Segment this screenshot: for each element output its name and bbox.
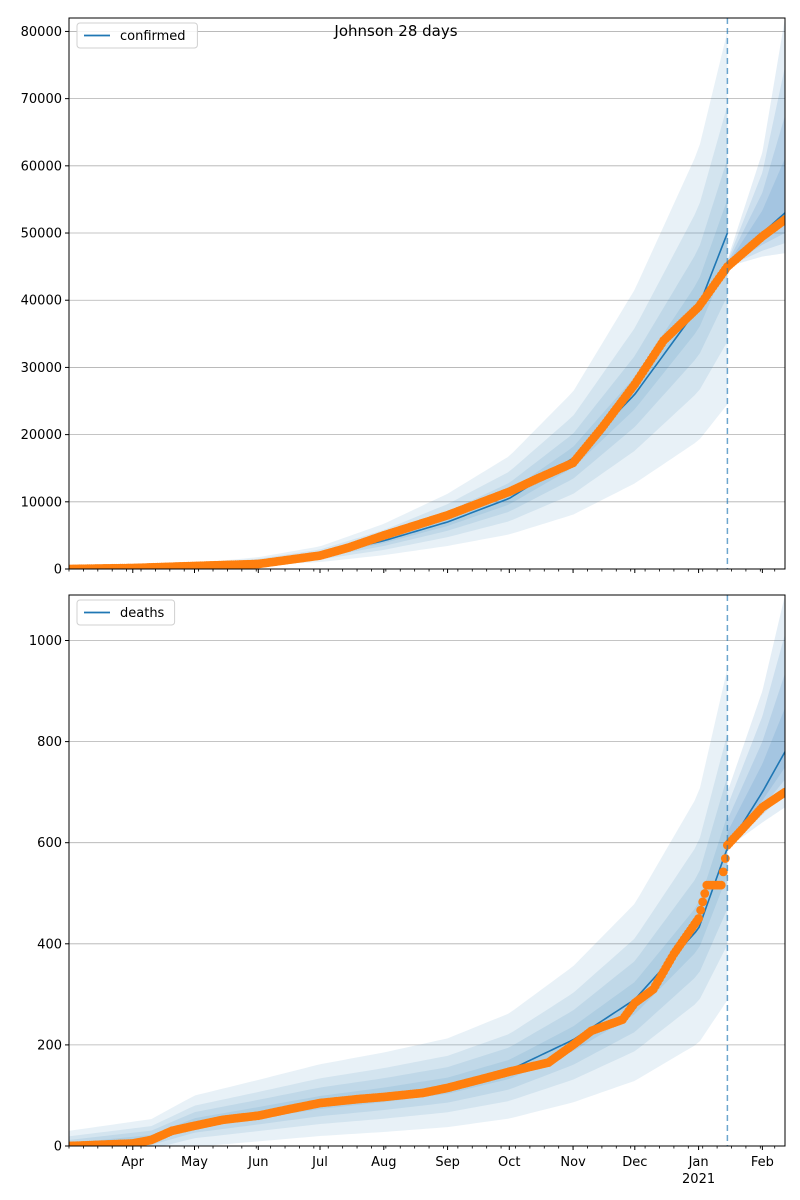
x-tick-label: Aug [371, 1155, 396, 1170]
x-tick-label: Sep [435, 1155, 460, 1170]
observed-points [69, 787, 785, 1146]
uncertainty-band [69, 668, 728, 1146]
legend: confirmed [76, 22, 198, 49]
observed-point [700, 889, 710, 898]
plot-area [69, 595, 785, 1146]
y-tick-label: 200 [37, 1038, 62, 1053]
x-tick-label: Dec [622, 1155, 647, 1170]
legend: deaths [76, 599, 176, 626]
observed-point [696, 905, 706, 915]
forecast-band [727, 158, 785, 267]
y-tick-label: 50000 [21, 227, 62, 242]
observed-point [716, 880, 726, 890]
x-tick-label: Oct [498, 1155, 520, 1170]
observed-point [698, 897, 708, 907]
observed-point [780, 215, 785, 224]
y-tick-label: 20000 [21, 428, 62, 443]
uncertainty-band [69, 159, 728, 569]
y-tick-label: 40000 [21, 294, 62, 309]
deaths-panel: 0 200 400 600 800 1000 Apr May Jun Jul Aug Sep Oct No… [29, 594, 786, 1187]
legend-label: deaths [120, 606, 165, 621]
axes-frame [68, 17, 786, 570]
axes-frame [68, 594, 786, 1147]
y-tick-label: 600 [37, 836, 62, 851]
y-tick-label: 800 [37, 735, 62, 750]
observed-point [694, 914, 703, 923]
plot-area [69, 18, 785, 569]
legend-label: confirmed [120, 29, 186, 44]
observed-point [720, 854, 730, 863]
observed-points [69, 215, 785, 569]
x-tick-label: Nov [560, 1155, 586, 1170]
y-tick-label: 10000 [21, 495, 62, 510]
forecast-band [727, 66, 785, 267]
figure-title: Johnson 28 days [333, 22, 457, 40]
forecast-band [727, 595, 785, 848]
y-tick-label: 70000 [21, 92, 62, 107]
y-tick-label: 400 [37, 937, 62, 952]
uncertainty-band [69, 31, 728, 569]
x-tick-label: Jan [688, 1155, 709, 1170]
forecast-band [727, 673, 785, 848]
x-tick-label: Jun [247, 1155, 268, 1170]
forecast-band [727, 18, 785, 267]
confirmed-panel: 0 10000 20000 30000 40000 50000 60000 70000 8000… [21, 17, 786, 578]
y-tick-label: 1000 [29, 634, 62, 649]
x-tick-label: May [181, 1155, 208, 1170]
forecast-band [727, 707, 785, 848]
x-tick-label: Feb [751, 1155, 774, 1170]
uncertainty-band [69, 733, 728, 1146]
uncertainty-band [69, 105, 728, 569]
observed-point [780, 787, 785, 797]
y-tick-label: 60000 [21, 159, 62, 174]
y-tick-label: 80000 [21, 25, 62, 40]
forecast-band [727, 634, 785, 848]
y-tick-label: 0 [54, 1140, 62, 1155]
uncertainty-band [69, 199, 728, 569]
y-tick-label: 0 [54, 563, 62, 578]
x-tick-label: Jul [311, 1155, 328, 1170]
x-year-label: 2021 [682, 1172, 715, 1187]
observed-point [718, 867, 728, 877]
x-tick-label: Apr [122, 1155, 145, 1170]
y-tick-label: 30000 [21, 361, 62, 376]
